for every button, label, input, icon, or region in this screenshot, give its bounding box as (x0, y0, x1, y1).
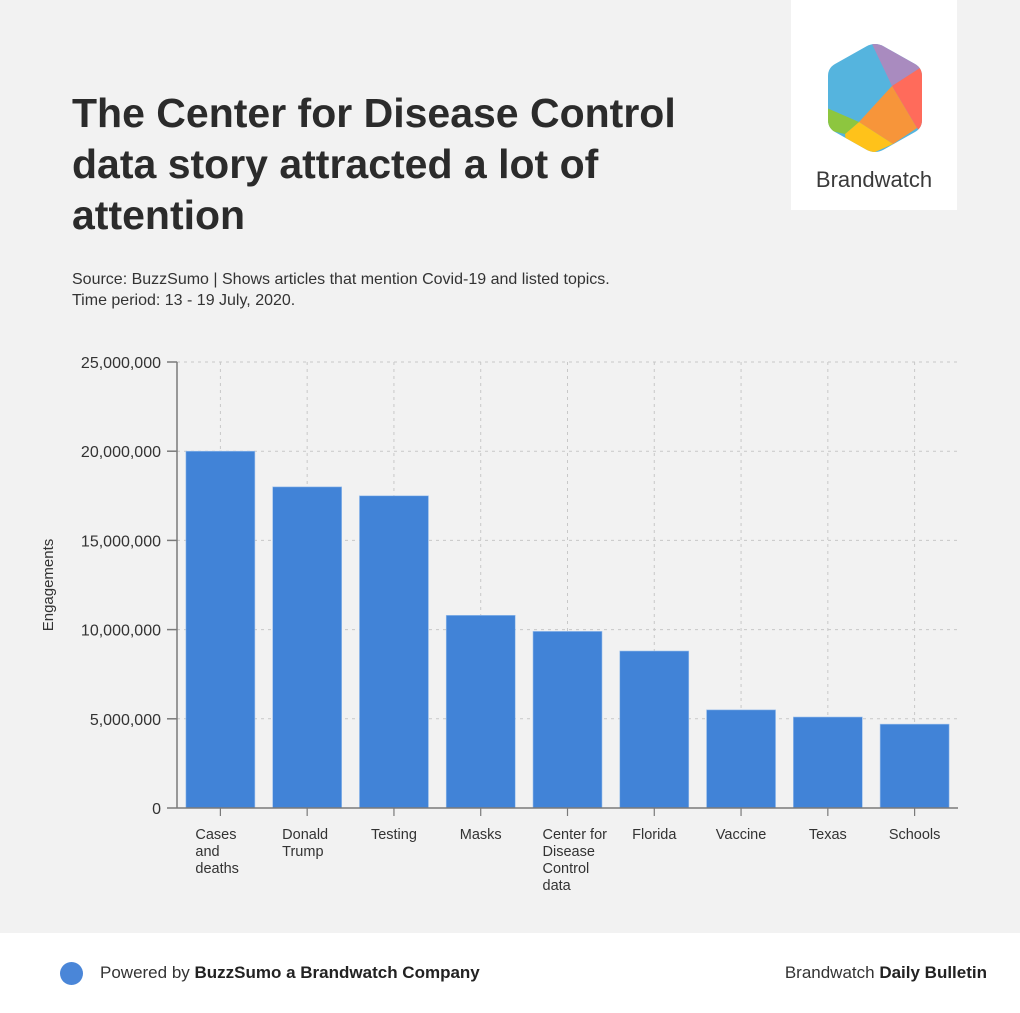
bar-masks (445, 615, 516, 809)
x-tick-label-line: Masks (460, 827, 502, 843)
x-tick-label-line: Trump (282, 844, 323, 860)
bar-cases-and-deaths (185, 450, 256, 809)
time-period-note: Time period: 13 - 19 July, 2020. (72, 292, 296, 309)
bar-center-for-disease-control-data (532, 631, 603, 809)
y-tick-label: 5,000,000 (90, 712, 161, 729)
x-tick-label: Vaccine (716, 827, 767, 843)
bar-donald-trump (272, 486, 342, 809)
footer-powered-by: Powered by BuzzSumo a Brandwatch Company (100, 963, 480, 983)
x-tick-label-line: Testing (371, 827, 417, 843)
x-tick-label: Testing (371, 827, 417, 843)
x-tick-label-line: Center for (543, 827, 608, 843)
x-tick-label-line: Texas (809, 827, 847, 843)
x-tick-label: Schools (889, 827, 941, 843)
y-tick-label: 10,000,000 (81, 623, 161, 640)
x-tick-label: Donald Trump (282, 827, 328, 860)
x-tick-label-line: Schools (889, 827, 941, 843)
x-tick-label-line: Disease (543, 844, 595, 860)
x-tick-label-line: deaths (195, 861, 239, 877)
x-tick-label-line: and (195, 844, 219, 860)
y-axis-label: Engagements (40, 539, 57, 632)
source-note: Source: BuzzSumo | Shows articles that m… (72, 271, 610, 288)
footer: Powered by BuzzSumo a Brandwatch Company… (0, 933, 1020, 1013)
bar-testing (359, 495, 429, 809)
bar-schools (879, 723, 950, 809)
x-tick-label: Florida (632, 827, 677, 843)
x-tick-label: Masks (460, 827, 502, 843)
x-tick-label-line: data (543, 878, 572, 894)
x-tick-label-line: Vaccine (716, 827, 767, 843)
bar-vaccine (706, 709, 776, 809)
bar-florida (619, 650, 690, 809)
brandwatch-wordmark: Brandwatch (815, 167, 933, 192)
y-tick-label: 15,000,000 (81, 533, 161, 550)
x-tick-label: Texas (809, 827, 847, 843)
y-tick-label: 25,000,000 (81, 355, 161, 372)
x-tick-label-line: Florida (632, 827, 677, 843)
chart-subtitle: Source: BuzzSumo | Shows articles that m… (72, 269, 610, 311)
x-tick-label: Center for Disease Control data (543, 827, 608, 894)
footer-bulletin: Brandwatch Daily Bulletin (785, 963, 987, 983)
x-tick-label: Cases and deaths (195, 827, 239, 877)
brandwatch-logo-card: Brandwatch (791, 0, 957, 210)
powered-by-prefix: Powered by (100, 963, 195, 982)
chart-title: The Center for Disease Control data stor… (72, 90, 676, 238)
bulletin-name: Daily Bulletin (879, 963, 987, 982)
y-tick-label: 20,000,000 (81, 444, 161, 461)
bar-chart: 0 5,000,000 10,000,000 15,000,000 20,000,000… (40, 355, 958, 894)
footer-dot-icon (60, 962, 83, 985)
bar-texas (793, 716, 863, 809)
brandwatch-hexagon-logo-icon (828, 44, 922, 152)
powered-by-company: BuzzSumo a Brandwatch Company (194, 963, 480, 982)
x-tick-label-line: Cases (195, 827, 236, 843)
x-tick-label-line: Donald (282, 827, 328, 843)
bulletin-prefix: Brandwatch (784, 963, 880, 982)
y-tick-label: 0 (152, 801, 161, 818)
x-tick-label-line: Control (543, 861, 590, 877)
